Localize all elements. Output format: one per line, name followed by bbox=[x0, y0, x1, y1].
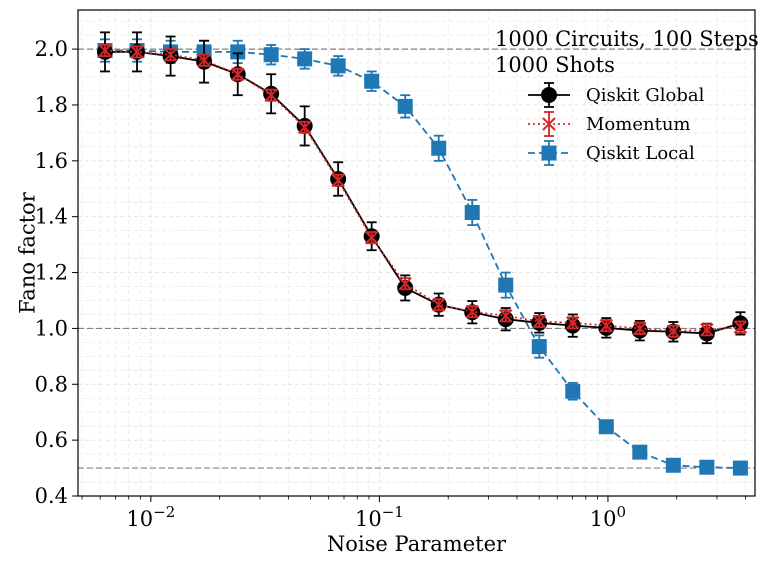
x-tick-label: 100 bbox=[590, 503, 626, 531]
data-point bbox=[163, 47, 178, 62]
marker-stroke bbox=[700, 323, 714, 337]
marker-stroke bbox=[197, 53, 211, 67]
data-point bbox=[700, 323, 714, 337]
legend-marker bbox=[541, 87, 557, 103]
legend-entry: Qiskit Local bbox=[528, 140, 695, 166]
series bbox=[96, 31, 749, 476]
data-point bbox=[297, 120, 312, 135]
x-tick-label: 10−2 bbox=[126, 503, 175, 531]
y-tick-label: 1.2 bbox=[35, 261, 68, 285]
marker-stroke bbox=[264, 88, 278, 102]
data-point bbox=[263, 47, 279, 63]
marker-stroke bbox=[98, 43, 112, 58]
data-point bbox=[565, 383, 581, 399]
data-point bbox=[130, 45, 144, 59]
annotation: 1000 Circuits, 100 Steps 1000 Shots bbox=[495, 27, 759, 77]
x-axis-label: Noise Parameter bbox=[327, 532, 507, 556]
y-tick-label: 1.4 bbox=[35, 205, 68, 229]
data-point bbox=[432, 297, 446, 312]
legend-label: Qiskit Global bbox=[586, 85, 705, 106]
data-point bbox=[364, 73, 380, 89]
legend-label: Qiskit Local bbox=[586, 143, 695, 164]
marker-stroke bbox=[666, 324, 681, 338]
marker-stroke bbox=[465, 304, 479, 319]
marker-stroke bbox=[633, 321, 647, 336]
data-point bbox=[699, 459, 715, 475]
data-point bbox=[733, 320, 748, 334]
y-tick-label: 1.0 bbox=[35, 316, 68, 340]
marker-stroke bbox=[398, 277, 412, 291]
marker-stroke bbox=[130, 45, 144, 59]
grid bbox=[78, 10, 755, 497]
data-point bbox=[297, 51, 313, 67]
data-point bbox=[531, 339, 547, 355]
y-axis-label: Fano factor bbox=[15, 191, 39, 314]
marker-stroke bbox=[532, 314, 546, 329]
data-point bbox=[331, 173, 345, 188]
legend-entry: Momentum bbox=[528, 111, 690, 137]
marker-stroke bbox=[231, 67, 245, 81]
marker-stroke bbox=[499, 309, 513, 323]
data-point bbox=[465, 304, 479, 319]
y-tick-label: 2.0 bbox=[35, 37, 68, 61]
data-point bbox=[230, 44, 246, 60]
data-point bbox=[330, 58, 346, 74]
marker-stroke bbox=[163, 47, 178, 62]
marker-stroke bbox=[599, 318, 614, 333]
data-point bbox=[499, 309, 513, 323]
marker-stroke bbox=[297, 120, 312, 135]
marker-stroke bbox=[566, 316, 580, 330]
data-point bbox=[197, 53, 211, 67]
data-point bbox=[364, 230, 379, 245]
marker-stroke bbox=[331, 173, 345, 188]
marker-stroke bbox=[432, 297, 446, 312]
y-tick-label: 0.8 bbox=[35, 372, 68, 396]
data-point bbox=[98, 43, 112, 58]
axis-ticks: 0.4 0.6 0.8 1.0 1.2 1.4 1.6 1.8 2.0 10−2 10−1 100 bbox=[35, 37, 746, 531]
y-tick-label: 0.6 bbox=[35, 428, 68, 452]
marker-stroke bbox=[364, 230, 379, 245]
data-point bbox=[231, 67, 245, 81]
marker-stroke bbox=[733, 320, 748, 334]
data-point bbox=[665, 457, 681, 473]
legend-entry: Qiskit Global bbox=[528, 82, 705, 108]
legend-label: Momentum bbox=[586, 114, 690, 135]
data-point bbox=[732, 460, 748, 476]
data-point bbox=[599, 318, 614, 333]
data-point bbox=[632, 444, 648, 460]
series-line bbox=[104, 49, 741, 333]
series-momentum bbox=[98, 43, 748, 338]
plot-frame bbox=[77, 9, 756, 497]
data-point bbox=[398, 277, 412, 291]
y-tick-label: 0.4 bbox=[35, 484, 68, 508]
legend-marker bbox=[541, 145, 557, 161]
data-point bbox=[666, 324, 681, 338]
annotation-line-2: 1000 Shots bbox=[495, 53, 615, 77]
data-point bbox=[598, 419, 614, 435]
legend-marker bbox=[542, 117, 556, 131]
reference-lines bbox=[78, 48, 755, 469]
data-point bbox=[397, 98, 413, 114]
data-point bbox=[633, 321, 647, 336]
data-point bbox=[566, 316, 580, 330]
marker-stroke bbox=[542, 117, 556, 131]
legend: Qiskit Global Momentum Qiskit Local bbox=[528, 82, 705, 166]
y-tick-label: 1.8 bbox=[35, 93, 68, 117]
annotation-line-1: 1000 Circuits, 100 Steps bbox=[495, 27, 759, 51]
data-point bbox=[264, 88, 278, 102]
y-tick-label: 1.6 bbox=[35, 149, 68, 173]
data-point bbox=[464, 205, 480, 220]
series-qiskit-global bbox=[96, 31, 749, 345]
data-point bbox=[431, 140, 447, 156]
data-point bbox=[532, 314, 546, 329]
x-tick-label: 10−1 bbox=[355, 503, 404, 531]
data-point bbox=[498, 277, 514, 293]
